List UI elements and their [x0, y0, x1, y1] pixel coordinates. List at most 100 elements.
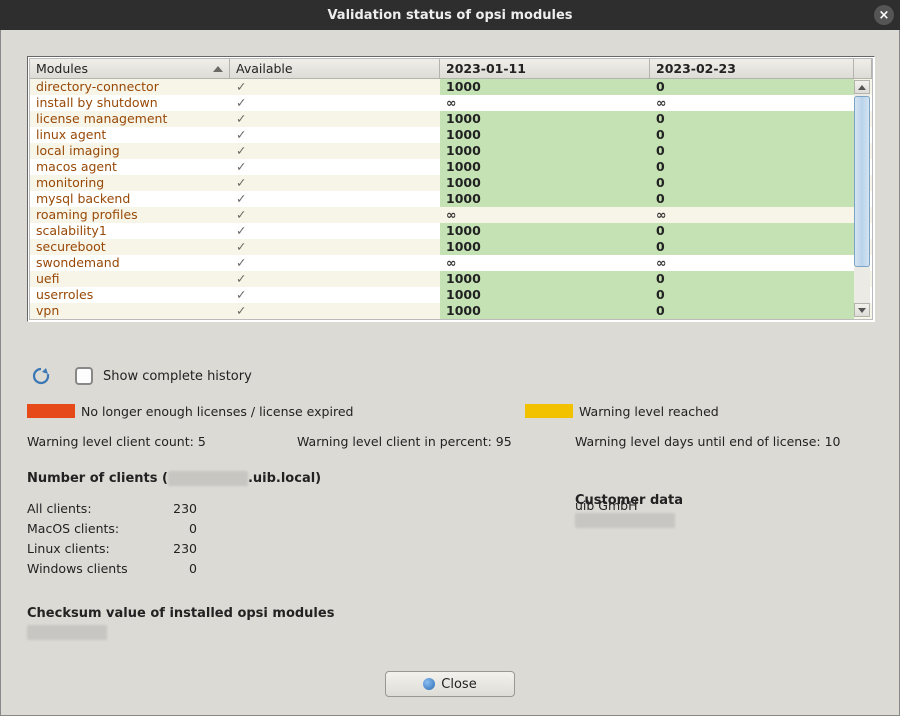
warning-levels: Warning level client count: 5 Warning le…	[27, 434, 875, 449]
table-row[interactable]: monitoring✓10000	[30, 175, 872, 191]
client-count-row: Linux clients:230	[27, 538, 197, 558]
value-cell: 1000	[440, 111, 650, 127]
close-button-label: Close	[441, 677, 476, 692]
clients-heading: Number of clients (████████.uib.local)	[27, 471, 875, 486]
client-count-value: 0	[157, 561, 197, 576]
customer-redacted: ████ ██████	[575, 513, 675, 528]
column-header[interactable]: Available	[230, 59, 440, 79]
available-cell: ✓	[230, 95, 440, 111]
client-count-label: Windows clients	[27, 561, 157, 576]
available-cell: ✓	[230, 303, 440, 319]
module-name-cell: linux agent	[30, 127, 230, 143]
table-row[interactable]: vpn✓10000	[30, 303, 872, 319]
customer-name: uib GmbH	[575, 498, 675, 513]
redacted-host: ████████	[168, 471, 248, 486]
client-count-label: Linux clients:	[27, 541, 157, 556]
client-count-row: MacOS clients:0	[27, 518, 197, 538]
table-row[interactable]: secureboot✓10000	[30, 239, 872, 255]
lower-panel: Show complete history No longer enough l…	[27, 358, 875, 688]
module-name-cell: userroles	[30, 287, 230, 303]
table-row[interactable]: roaming profiles✓∞∞	[30, 207, 872, 223]
table-row[interactable]: macos agent✓10000	[30, 159, 872, 175]
module-name-cell: install by shutdown	[30, 95, 230, 111]
titlebar: Validation status of opsi modules ×	[0, 0, 900, 30]
value-cell: 0	[650, 271, 854, 287]
table-row[interactable]: local imaging✓10000	[30, 143, 872, 159]
refresh-button[interactable]	[31, 366, 51, 386]
table-row[interactable]: mysql backend✓10000	[30, 191, 872, 207]
table-row[interactable]: directory-connector✓10000	[30, 79, 872, 95]
value-cell: 1000	[440, 79, 650, 95]
available-cell: ✓	[230, 239, 440, 255]
module-name-cell: monitoring	[30, 175, 230, 191]
column-header[interactable]: 2023-02-23	[650, 59, 854, 79]
scroll-thumb[interactable]	[854, 96, 870, 267]
available-cell: ✓	[230, 255, 440, 271]
value-cell: 1000	[440, 239, 650, 255]
client-count-label: All clients:	[27, 501, 157, 516]
available-cell: ✓	[230, 79, 440, 95]
module-name-cell: macos agent	[30, 159, 230, 175]
client-count-value: 230	[157, 541, 197, 556]
available-cell: ✓	[230, 111, 440, 127]
column-header[interactable]: Modules	[30, 59, 230, 79]
modules-table: ModulesAvailable2023-01-112023-02-23 dir…	[27, 56, 875, 322]
available-cell: ✓	[230, 159, 440, 175]
available-cell: ✓	[230, 127, 440, 143]
module-name-cell: swondemand	[30, 255, 230, 271]
available-cell: ✓	[230, 287, 440, 303]
available-cell: ✓	[230, 191, 440, 207]
table-header: ModulesAvailable2023-01-112023-02-23	[30, 59, 872, 79]
table-row[interactable]: install by shutdown✓∞∞	[30, 95, 872, 111]
clients-table: All clients:230MacOS clients:0Linux clie…	[27, 498, 197, 578]
value-cell: 1000	[440, 175, 650, 191]
legend-warning-label: Warning level reached	[579, 404, 719, 419]
module-name-cell: local imaging	[30, 143, 230, 159]
table-row[interactable]: scalability1✓10000	[30, 223, 872, 239]
module-name-cell: uefi	[30, 271, 230, 287]
value-cell: 0	[650, 79, 854, 95]
value-cell: ∞	[440, 95, 650, 111]
table-row[interactable]: license management✓10000	[30, 111, 872, 127]
scroll-up-button[interactable]	[854, 80, 870, 94]
table-row[interactable]: linux agent✓10000	[30, 127, 872, 143]
show-history-label: Show complete history	[103, 369, 252, 384]
checksum-heading: Checksum value of installed opsi modules	[27, 606, 875, 621]
table-row[interactable]: userroles✓10000	[30, 287, 872, 303]
value-cell: 0	[650, 287, 854, 303]
table-scrollbar[interactable]	[854, 80, 870, 317]
checksum-redacted: ████████	[27, 625, 107, 640]
value-cell: ∞	[650, 95, 854, 111]
table-row[interactable]: uefi✓10000	[30, 271, 872, 287]
dialog-body: ModulesAvailable2023-01-112023-02-23 dir…	[0, 30, 900, 716]
available-cell: ✓	[230, 143, 440, 159]
module-name-cell: scalability1	[30, 223, 230, 239]
value-cell: 0	[650, 159, 854, 175]
value-cell: 1000	[440, 223, 650, 239]
client-count-row: All clients:230	[27, 498, 197, 518]
refresh-icon	[31, 366, 51, 386]
value-cell: 1000	[440, 143, 650, 159]
show-history-checkbox[interactable]	[75, 367, 93, 385]
client-count-value: 230	[157, 501, 197, 516]
close-button[interactable]: Close	[385, 671, 515, 697]
value-cell: 0	[650, 239, 854, 255]
value-cell: 1000	[440, 191, 650, 207]
value-cell: 0	[650, 191, 854, 207]
value-cell: ∞	[440, 207, 650, 223]
value-cell: 0	[650, 223, 854, 239]
value-cell: ∞	[650, 255, 854, 271]
column-header[interactable]: 2023-01-11	[440, 59, 650, 79]
available-cell: ✓	[230, 223, 440, 239]
value-cell: 0	[650, 143, 854, 159]
table-row[interactable]: swondemand✓∞∞	[30, 255, 872, 271]
close-icon: ×	[879, 8, 890, 23]
module-name-cell: roaming profiles	[30, 207, 230, 223]
column-header-spacer	[854, 59, 872, 79]
available-cell: ✓	[230, 175, 440, 191]
window-close-button[interactable]: ×	[874, 5, 894, 25]
value-cell: 1000	[440, 271, 650, 287]
window-title: Validation status of opsi modules	[327, 8, 572, 23]
scroll-down-button[interactable]	[854, 303, 870, 317]
table-body: directory-connector✓10000install by shut…	[30, 79, 872, 319]
